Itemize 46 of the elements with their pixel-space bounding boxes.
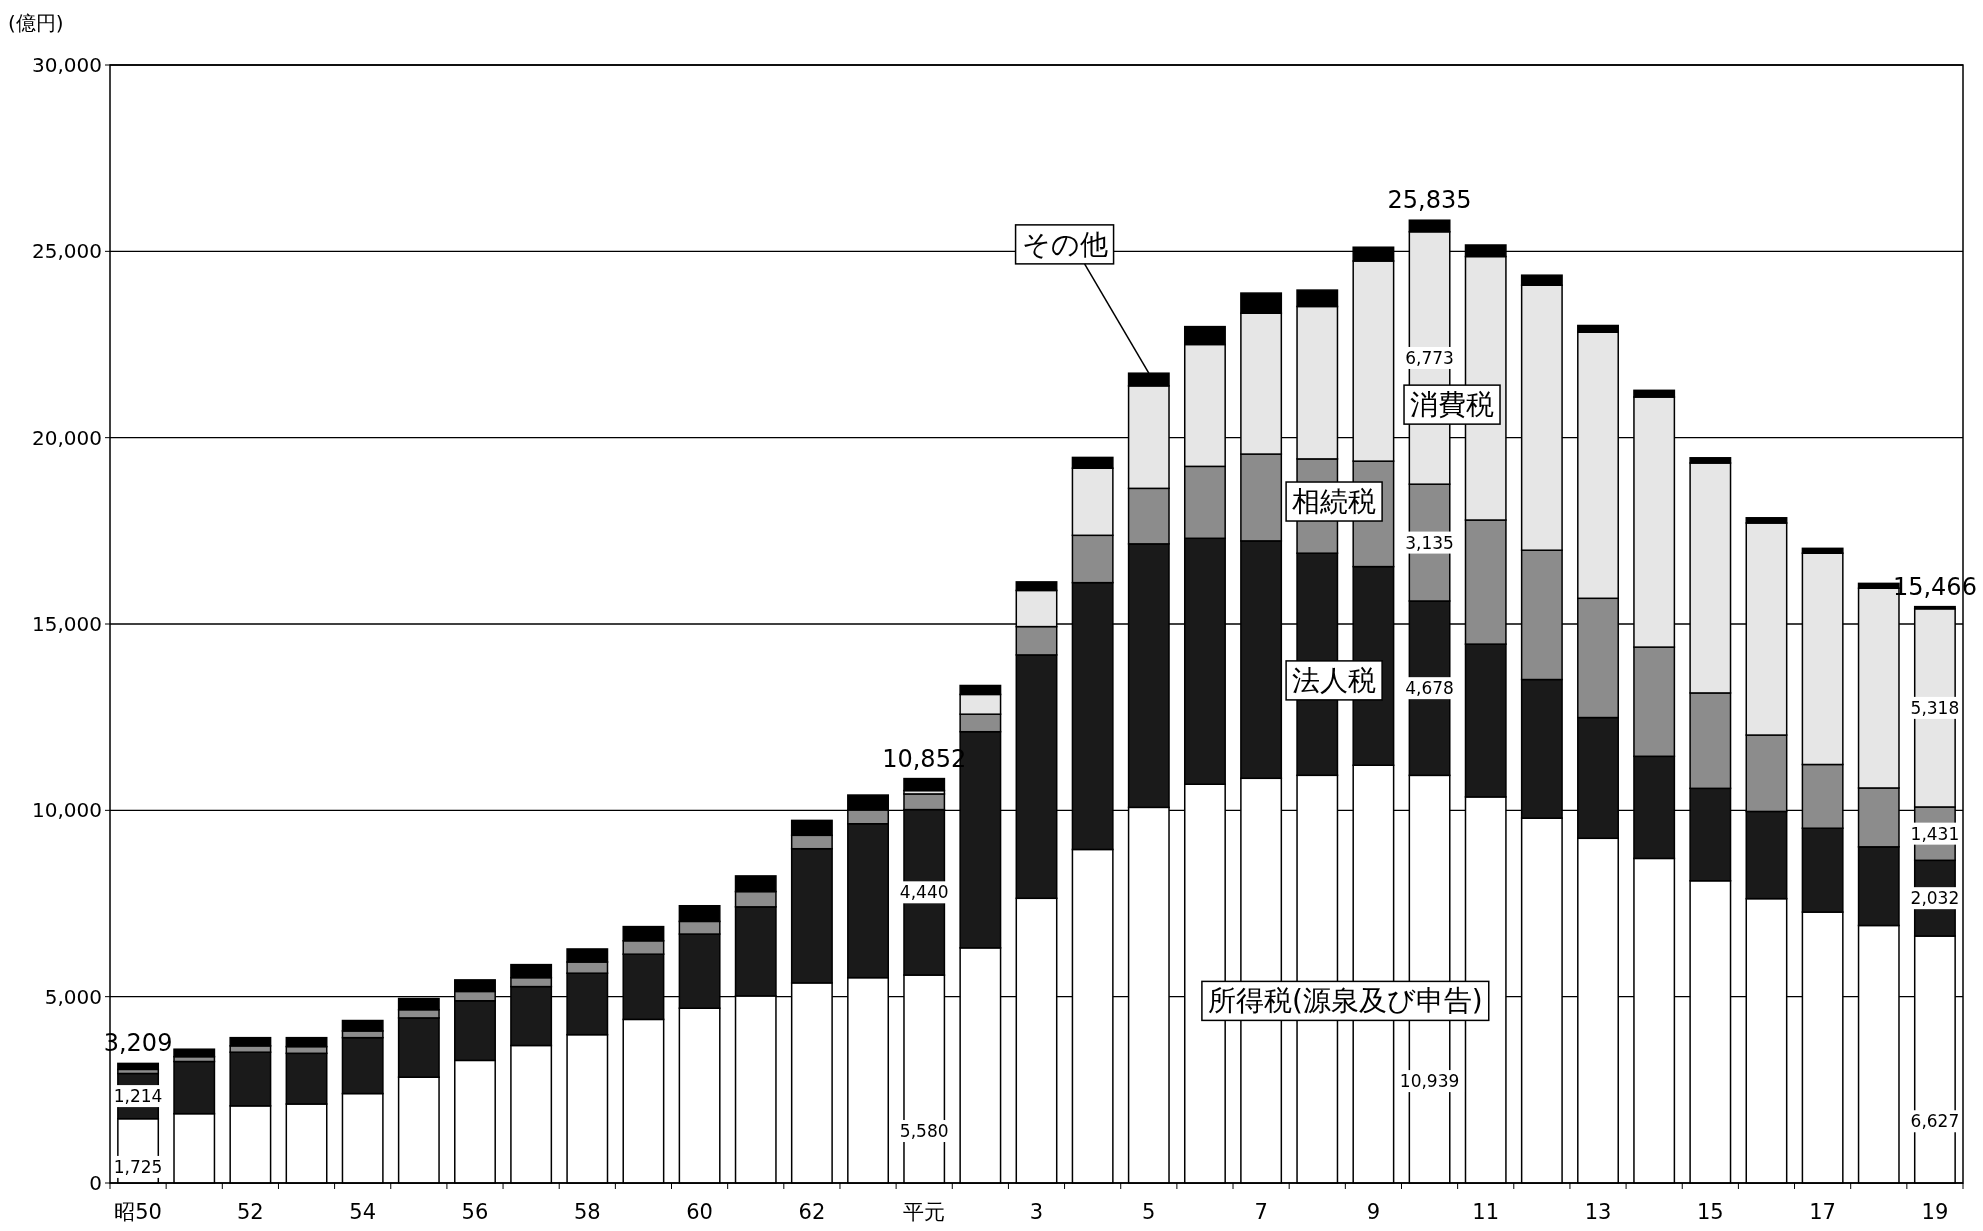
data-label: 6,627 [1910,1111,1960,1132]
y-tick-label: 25,000 [32,239,102,264]
bar [173,1048,216,1058]
x-tick-label: 9 [1366,1200,1381,1224]
data-label: 1,431 [1910,823,1960,844]
data-label: 4,440 [899,882,949,903]
x-tick-label: 54 [349,1200,377,1224]
x-tick-label: 52 [237,1200,264,1224]
y-tick-label: 30,000 [32,53,102,77]
data-label: 6,773 [1405,347,1454,368]
data-label: 4,678 [1405,678,1454,699]
x-tick-label: 15 [1696,1200,1724,1224]
series-label: 所得税(源泉及び申告) [1207,984,1483,1018]
data-label: 5,580 [899,1121,949,1142]
x-tick-label: 62 [798,1200,826,1224]
x-tick-label: 5 [1142,1200,1156,1224]
y-tick-label: 5,000 [44,984,102,1009]
y-tick-label: 0 [89,1171,102,1195]
data-label: 5,318 [1910,697,1960,718]
data-label: 3,135 [1405,532,1454,553]
series-label: 法人税 [1292,663,1377,697]
y-tick-label: 10,000 [32,798,102,823]
data-label: 1,725 [113,1156,163,1177]
x-tick-label: 7 [1254,1200,1268,1224]
x-tick-label: 平元 [903,1200,946,1224]
x-tick-label: 58 [573,1200,601,1224]
series-label: 相続税 [1292,485,1377,519]
x-tick-label: 19 [1921,1200,1949,1224]
x-tick-label: 13 [1584,1200,1612,1224]
bar [903,777,946,792]
x-tick-label: 昭50 [114,1200,162,1224]
bar [117,1062,160,1071]
series-label: 消費税 [1410,388,1495,422]
text: その他 [1021,227,1108,261]
x-tick-label: 60 [686,1200,713,1224]
x-tick-label: 56 [461,1200,489,1224]
x-tick-label: 3 [1029,1200,1044,1224]
y-tick-label: 20,000 [32,425,102,450]
data-label: 1,214 [113,1086,163,1107]
data-label: 10,939 [1399,1071,1460,1092]
total-label: 25,835 [1387,186,1472,215]
x-tick-label: 11 [1472,1200,1500,1224]
x-tick-label: 17 [1809,1200,1836,1224]
data-label: 2,032 [1910,888,1960,909]
y-axis-title: (億円) [8,11,64,35]
y-tick-label: 15,000 [32,612,102,636]
